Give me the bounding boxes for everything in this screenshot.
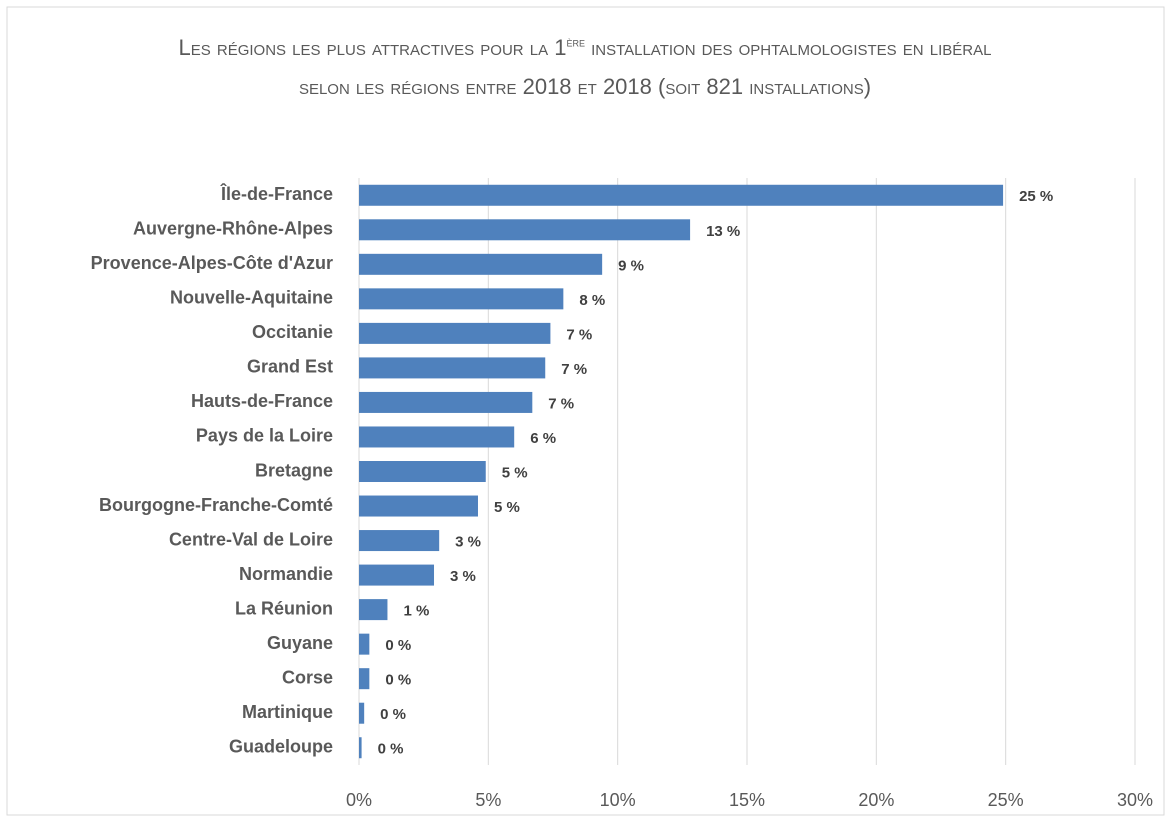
bar (359, 495, 478, 517)
y-tick-label: Pays de la Loire (196, 426, 333, 446)
x-tick-label: 30% (1117, 790, 1153, 810)
y-tick-label: Bourgogne-Franche-Comté (99, 495, 333, 515)
data-label: 25 % (1019, 188, 1053, 205)
data-label: 1 % (403, 603, 429, 620)
data-label: 0 % (378, 741, 404, 758)
data-label: 7 % (561, 361, 587, 378)
bar (359, 564, 435, 586)
y-tick-label: Guyane (267, 633, 333, 653)
chart-border (6, 6, 1165, 816)
data-label: 6 % (530, 430, 556, 447)
data-label: 0 % (385, 672, 411, 689)
title-part: Les régions les plus attractives pour la… (178, 35, 567, 60)
y-tick-label: Auvergne-Rhône-Alpes (133, 219, 333, 239)
bar (359, 702, 365, 724)
y-tick-label: Provence-Alpes-Côte d'Azur (91, 253, 333, 273)
y-tick-label: Hauts-de-France (191, 391, 333, 411)
x-tick-label: 15% (729, 790, 765, 810)
title-part: installation des ophtalmologistes en lib… (298, 35, 992, 99)
data-label: 5 % (502, 464, 528, 481)
data-label: 7 % (566, 326, 592, 343)
bar (359, 530, 440, 552)
y-tick-label: Centre-Val de Loire (169, 529, 333, 549)
y-tick-label: Martinique (242, 702, 333, 722)
x-tick-label: 25% (988, 790, 1024, 810)
bar (359, 668, 370, 690)
bar (359, 219, 691, 241)
data-label: 13 % (706, 223, 740, 240)
x-tick-label: 5% (475, 790, 501, 810)
bar (359, 288, 564, 310)
data-label: 0 % (380, 706, 406, 723)
y-tick-label: Corse (282, 667, 333, 687)
y-tick-label: Normandie (239, 564, 333, 584)
x-tick-label: 10% (600, 790, 636, 810)
bar (359, 184, 1004, 206)
x-tick-label: 0% (346, 790, 372, 810)
y-tick-label: La Réunion (235, 598, 333, 618)
data-label: 3 % (455, 534, 481, 551)
bar (359, 322, 551, 344)
data-label: 5 % (494, 499, 520, 516)
data-label: 3 % (450, 568, 476, 585)
y-tick-label: Guadeloupe (229, 736, 333, 756)
y-tick-label: Île-de-France (220, 183, 333, 204)
y-tick-label: Bretagne (255, 460, 333, 480)
chart-title: Les régions les plus attractives pour la… (160, 28, 1010, 106)
data-label: 9 % (618, 257, 644, 274)
bar (359, 737, 362, 759)
bar (359, 426, 515, 448)
data-label: 0 % (385, 637, 411, 654)
y-tick-label: Grand Est (247, 357, 333, 377)
y-tick-label: Occitanie (252, 322, 333, 342)
bar (359, 633, 370, 655)
title-superscript: ère (566, 34, 585, 50)
data-label: 7 % (548, 395, 574, 412)
data-label: 8 % (579, 292, 605, 309)
bar (359, 253, 603, 275)
bar (359, 357, 546, 379)
bar (359, 599, 388, 621)
bar (359, 461, 486, 482)
x-tick-label: 20% (858, 790, 894, 810)
y-tick-label: Nouvelle-Aquitaine (170, 288, 333, 308)
bar (359, 391, 533, 413)
